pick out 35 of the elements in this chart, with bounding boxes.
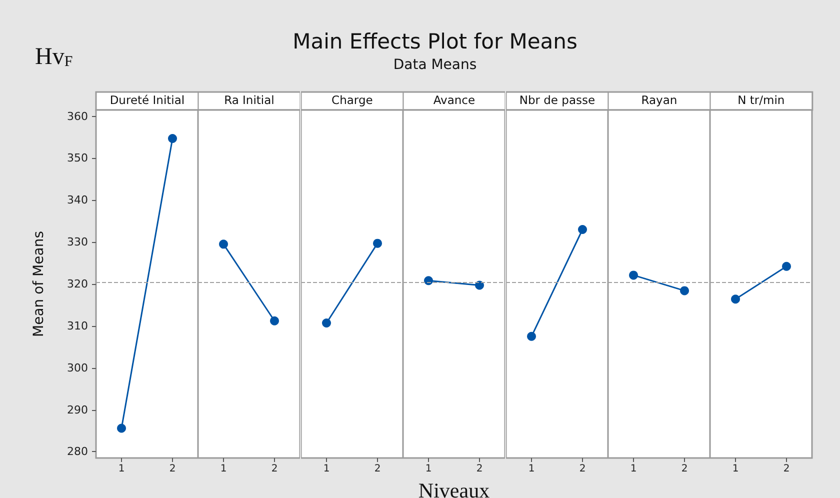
x-tick-label: 2 xyxy=(272,464,278,474)
x-axis-title: Niveaux xyxy=(418,478,490,498)
x-tick-label: 2 xyxy=(374,464,380,474)
chart-title: Charge xyxy=(331,93,373,107)
x-tick-label: 2 xyxy=(784,464,790,474)
y-tick-label: 290 xyxy=(67,403,88,416)
y-tick-label: 320 xyxy=(67,278,88,290)
x-tick-label: 1 xyxy=(630,464,637,474)
y-tick-label: 340 xyxy=(67,194,88,207)
x-tick-label: 1 xyxy=(323,464,330,474)
y-axis-title: Mean of Means xyxy=(31,231,47,337)
y-tick-label: 300 xyxy=(67,361,88,374)
y-tick-label: 350 xyxy=(67,152,88,165)
x-tick-label: 2 xyxy=(681,464,688,474)
x-tick-label: 1 xyxy=(732,464,740,474)
chart-title: Ra Initial xyxy=(224,93,275,107)
x-tick-label: 2 xyxy=(169,464,176,474)
chart-title: Nbr de passe xyxy=(518,93,595,107)
y-tick-label: 360 xyxy=(67,110,88,123)
chart-title: N tr/min xyxy=(738,93,786,107)
x-tick-label: 1 xyxy=(118,464,125,474)
y-tick-label: 310 xyxy=(67,319,88,332)
x-tick-label: 1 xyxy=(528,464,534,474)
chart-title: Rayan xyxy=(641,93,678,107)
x-tick-label: 1 xyxy=(220,464,228,474)
chart-title: Dureté Initial xyxy=(110,93,185,107)
text: Main Effects Plot for Means xyxy=(292,30,578,54)
y-tick-label: 280 xyxy=(67,445,88,458)
text: Data Means xyxy=(393,57,477,73)
x-tick-label: 1 xyxy=(426,464,432,474)
x-tick-label: 2 xyxy=(476,464,483,474)
x-tick-label: 2 xyxy=(578,464,586,474)
y-tick-label: 330 xyxy=(67,236,88,249)
text: HvF xyxy=(35,44,73,70)
chart-title: Avance xyxy=(434,93,476,107)
